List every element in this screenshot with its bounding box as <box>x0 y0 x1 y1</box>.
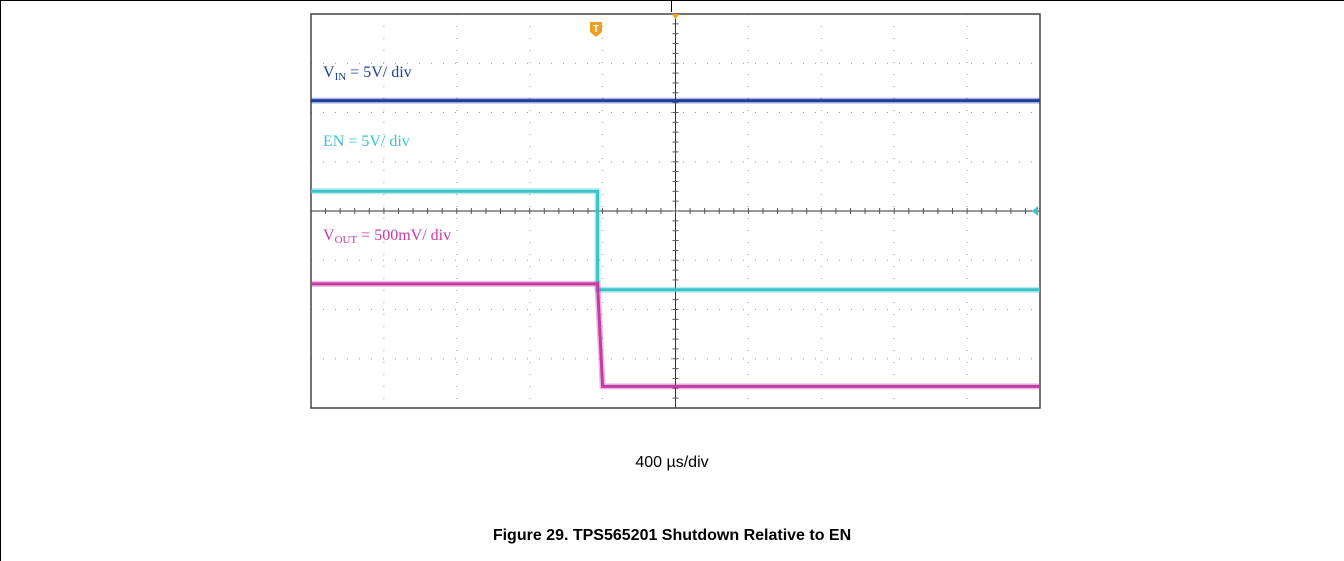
trace-label: VIN = 5V/ div <box>323 64 412 83</box>
figure-caption: Figure 29. TPS565201 Shutdown Relative t… <box>492 527 852 544</box>
trace-label: EN = 5V/ div <box>323 133 410 150</box>
top-border <box>0 0 1344 1</box>
trigger-position-icon <box>671 14 680 19</box>
trace-line <box>311 189 1040 292</box>
trigger-level-icon <box>1032 206 1038 216</box>
table-divider <box>671 0 672 12</box>
trigger-marker-label: T <box>593 24 599 35</box>
trace-line <box>311 282 1040 388</box>
left-border <box>0 0 1 561</box>
trace-label: VOUT = 500mV/ div <box>323 227 451 246</box>
x-scale-label: 400 µs/div <box>635 454 709 471</box>
trigger-marker-icon <box>590 22 602 37</box>
